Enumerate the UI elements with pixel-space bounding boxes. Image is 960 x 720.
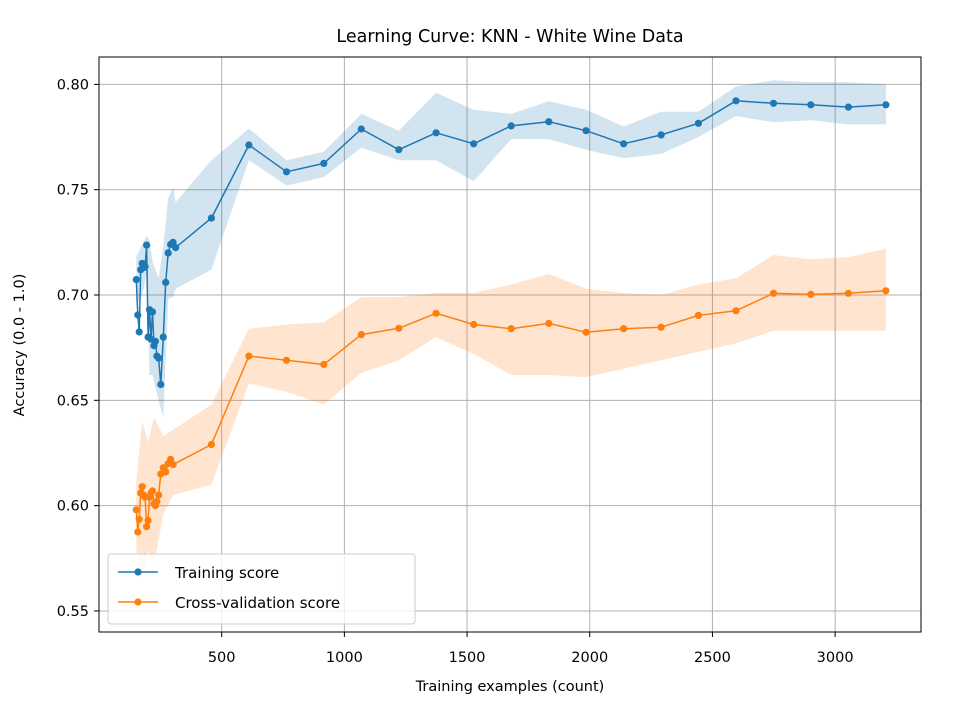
legend-marker-training	[134, 568, 142, 576]
grid-lines	[99, 57, 921, 632]
point-training	[620, 140, 628, 148]
point-training	[135, 328, 143, 336]
point-cross-validation	[148, 487, 157, 495]
y-tick-label: 0.55	[57, 604, 89, 620]
point-cross-validation	[882, 287, 890, 295]
x-tick-label: 2000	[571, 650, 608, 666]
point-cross-validation	[135, 515, 143, 523]
point-training	[732, 97, 740, 105]
series-markers	[132, 97, 890, 536]
point-cross-validation	[395, 324, 403, 332]
point-training	[432, 129, 440, 137]
point-training	[245, 141, 253, 149]
y-tick-label: 0.60	[57, 499, 89, 515]
point-training	[807, 101, 815, 109]
point-training	[769, 99, 778, 107]
x-tick-label: 1500	[449, 650, 486, 666]
point-training	[134, 311, 142, 319]
point-training	[148, 308, 157, 316]
point-training	[282, 168, 291, 176]
legend-label-cross-validation: Cross-validation score	[175, 594, 340, 612]
point-cross-validation	[320, 360, 328, 369]
point-cross-validation	[282, 356, 291, 364]
y-tick-label: 0.65	[57, 393, 89, 409]
point-training	[320, 159, 328, 167]
x-axis-label: Training examples (count)	[415, 679, 605, 695]
point-cross-validation	[657, 323, 665, 331]
x-axis-ticks: 500 1000 1500 2000 2500 3000	[208, 632, 854, 666]
band-cross-validation	[136, 248, 886, 580]
point-cross-validation	[245, 352, 253, 360]
point-training	[507, 122, 515, 130]
point-training	[882, 101, 890, 109]
point-training	[694, 119, 703, 127]
point-cross-validation	[138, 483, 146, 491]
point-cross-validation	[507, 325, 515, 333]
point-training	[172, 244, 180, 252]
point-training	[357, 125, 365, 133]
point-cross-validation	[769, 289, 778, 297]
x-tick-label: 3000	[817, 650, 854, 666]
point-training	[143, 241, 151, 249]
point-training	[164, 249, 172, 257]
x-tick-label: 1000	[326, 650, 363, 666]
point-training	[207, 214, 215, 222]
point-cross-validation	[143, 523, 151, 531]
y-axis-label: Accuracy (0.0 - 1.0)	[12, 274, 28, 417]
y-tick-label: 0.80	[57, 77, 89, 93]
point-cross-validation	[162, 468, 170, 476]
point-training	[155, 354, 163, 362]
point-training	[151, 337, 159, 345]
point-training	[470, 140, 478, 148]
x-tick-label: 2500	[694, 650, 731, 666]
point-training	[141, 263, 149, 271]
point-cross-validation	[807, 290, 815, 298]
point-training	[162, 278, 170, 286]
point-training	[545, 118, 553, 126]
point-cross-validation	[132, 506, 140, 514]
plot-frame	[98, 56, 922, 633]
point-training	[132, 276, 140, 284]
y-tick-label: 0.75	[57, 183, 89, 199]
point-cross-validation	[134, 528, 142, 536]
legend-box	[107, 553, 416, 625]
point-cross-validation	[144, 516, 152, 525]
point-training	[157, 380, 165, 389]
point-training	[159, 333, 167, 341]
legend: Training score Cross-validation score	[107, 553, 416, 625]
legend-label-training: Training score	[174, 564, 279, 582]
point-cross-validation	[545, 319, 553, 327]
point-cross-validation	[155, 491, 163, 499]
point-cross-validation	[732, 307, 740, 315]
point-cross-validation	[844, 289, 853, 297]
point-training	[395, 146, 403, 154]
point-cross-validation	[620, 325, 628, 333]
y-tick-label: 0.70	[57, 288, 89, 304]
point-training	[844, 103, 853, 111]
point-training	[657, 131, 665, 139]
point-training	[582, 127, 590, 135]
point-cross-validation	[470, 320, 478, 329]
point-cross-validation	[169, 461, 177, 469]
chart-title: Learning Curve: KNN - White Wine Data	[336, 27, 683, 47]
point-cross-validation	[582, 328, 590, 336]
point-cross-validation	[432, 309, 440, 317]
legend-marker-cross-validation	[134, 598, 142, 606]
point-cross-validation	[694, 311, 703, 319]
y-axis-ticks: 0.55 0.60 0.65 0.70 0.75 0.80	[57, 77, 99, 620]
x-tick-label: 500	[208, 650, 236, 666]
point-cross-validation	[207, 440, 215, 449]
point-cross-validation	[153, 497, 161, 505]
point-cross-validation	[357, 331, 365, 339]
